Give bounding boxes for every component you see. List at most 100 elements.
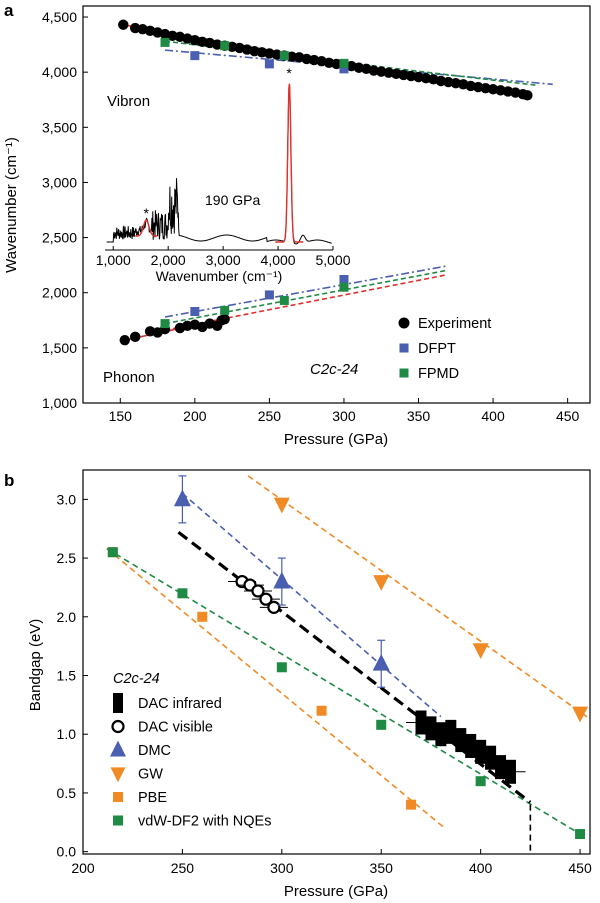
panel-a-x-label: Pressure (GPa) (284, 431, 388, 448)
fpmd-point (220, 305, 230, 315)
y-tick-label: 2.5 (57, 550, 77, 566)
fpmd-point (279, 295, 289, 305)
structure-annotation: C2c-24 (310, 361, 358, 378)
pbe-point (316, 705, 327, 716)
inset-peak-asterisk: * (286, 65, 292, 81)
pbe-point (406, 799, 417, 810)
y-tick-label: 3,500 (42, 119, 77, 135)
dac-infrared-point (455, 728, 467, 753)
panel-b-x-axis: 200 250 300 350 400 450 (71, 849, 592, 876)
y-tick-label: 1.0 (57, 726, 77, 742)
inset-phonon-peak-fit (135, 219, 158, 237)
gw-point (472, 643, 489, 660)
panel-b-y-label: Bandgap (eV) (27, 619, 44, 712)
x-tick-label: 350 (370, 860, 394, 876)
dac-infrared-point (475, 739, 487, 764)
y-tick-label: 2,000 (42, 285, 77, 301)
x-tick-label: 250 (171, 860, 195, 876)
dac-visible-point (267, 600, 281, 614)
experiment-point (129, 331, 141, 343)
legend-label: DAC visible (138, 720, 213, 736)
legend-label: vdW-DF2 with NQEs (138, 814, 271, 830)
panel-b-plot-frame (82, 469, 591, 855)
fpmd-point (220, 41, 230, 51)
dac-visible-point (251, 584, 265, 598)
y-tick-label: 4,500 (42, 9, 77, 25)
dfpt-point (339, 64, 349, 74)
dfpt-point (339, 274, 349, 284)
y-tick-label: 1,500 (42, 340, 77, 356)
vdw-point (475, 776, 486, 787)
fpmd-point (160, 37, 170, 47)
dac-infrared-point (415, 710, 427, 735)
fpmd-point (160, 319, 170, 329)
inset-x-label: Wavenumber (cm⁻¹) (156, 268, 283, 284)
panel-a-plot-frame (82, 5, 591, 404)
x-tick-label: 400 (481, 408, 505, 424)
legend-label: DAC infrared (138, 696, 222, 712)
panel-a-legend: Experiment DFPT FPMD (398, 316, 491, 382)
legend-experiment-marker (398, 317, 410, 329)
x-tick-label: 300 (332, 408, 356, 424)
y-tick-label: 2,500 (42, 230, 77, 246)
inset-pressure-label: 190 GPa (205, 192, 260, 208)
dac-infrared-point (485, 745, 497, 770)
experiment-point (118, 19, 129, 30)
dfpt-point (264, 59, 274, 69)
dfpt-point (264, 290, 274, 300)
dac-visible-point (259, 592, 273, 606)
dac-infrared-point (445, 719, 457, 744)
gw-trend-line (247, 475, 591, 720)
dmc-point (273, 571, 291, 589)
legend-dac-infrared-marker (113, 693, 123, 713)
y-tick-label: 3.0 (57, 491, 77, 507)
gw-point (572, 706, 589, 723)
experiment-point (286, 51, 297, 62)
experiment-point (522, 90, 533, 101)
dmc-point (372, 653, 390, 671)
dfpt-point (190, 51, 200, 61)
dac-infrared-point (465, 733, 477, 758)
experiment-point (219, 313, 230, 325)
panel-a-label: a (4, 1, 14, 20)
legend-label: DFPT (418, 341, 456, 357)
experiment-point (119, 334, 130, 346)
panel-b-y-axis: 0.0 0.5 1.0 1.5 2.0 2.5 3.0 (57, 491, 88, 860)
inset-x-tick-label: 5,000 (315, 252, 350, 268)
y-tick-label: 1.5 (57, 668, 77, 684)
y-tick-label: 2.0 (57, 609, 77, 625)
legend-label: DMC (138, 743, 171, 759)
legend-vdw-marker (113, 815, 123, 826)
x-tick-label: 350 (407, 408, 431, 424)
x-tick-label: 150 (109, 408, 133, 424)
panel-a: a 150 200 250 300 350 400 450 1,000 1,500 2,000 2… (3, 1, 591, 448)
fpmd-point (339, 282, 349, 292)
y-tick-label: 0.5 (57, 785, 77, 801)
x-tick-label: 450 (568, 860, 592, 876)
legend-label: GW (138, 767, 163, 783)
vdw-point (575, 829, 586, 840)
y-tick-label: 3,000 (42, 174, 77, 190)
vdw-point (276, 662, 287, 673)
panel-b: b 200 250 300 350 400 450 0.0 0.5 1.0 1.5 2.0 2.5 3… (4, 469, 592, 900)
legend-label: Experiment (418, 316, 491, 332)
dac-infrared-point (495, 755, 507, 780)
fpmd-point (339, 58, 349, 68)
gw-point (273, 497, 290, 514)
legend-label: PBE (138, 790, 167, 806)
legend-gw-marker (110, 767, 126, 783)
x-tick-label: 200 (71, 860, 95, 876)
legend-dac-visible-marker (111, 719, 125, 734)
panel-a-y-label: Wavenumber (cm⁻¹) (3, 137, 20, 273)
dmc-point (173, 489, 191, 507)
gw-point (373, 575, 390, 591)
inset-x-tick-label: 2,000 (151, 252, 186, 268)
legend-dfpt-marker (399, 343, 409, 353)
x-tick-label: 400 (469, 860, 493, 876)
legend-fpmd-marker (399, 368, 409, 378)
panel-a-inset: 1,000 2,000 3,000 4,000 5,000 Wavenumber (cm⁻… (96, 65, 351, 284)
pbe-point (197, 611, 208, 622)
vdw-point (376, 719, 387, 730)
legend-label: FPMD (418, 366, 459, 382)
